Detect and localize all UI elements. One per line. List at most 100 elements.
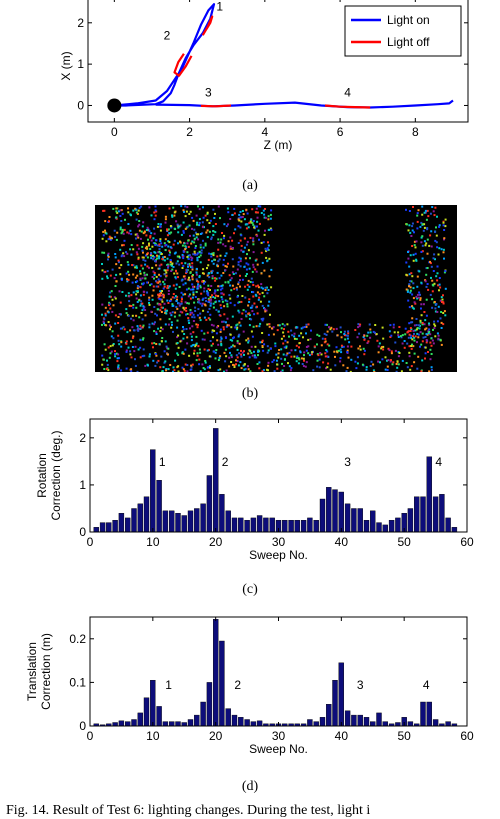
bar	[395, 517, 401, 533]
rotation-correction-chart: 0 10 20 30 40 50 60 0 1 2 Sweep No. Rotation Correct…	[35, 418, 474, 562]
y-tick-label: 2	[79, 431, 86, 445]
bar	[445, 517, 451, 533]
bar	[175, 512, 181, 533]
y-tick-label: 1	[79, 478, 86, 492]
bar	[181, 722, 187, 727]
x-tick-label: 20	[209, 729, 223, 743]
bar	[131, 719, 137, 727]
figure-caption: Fig. 14. Result of Test 6: lighting chan…	[6, 803, 371, 818]
bar	[307, 719, 313, 727]
bar	[118, 512, 125, 533]
bar	[244, 719, 250, 727]
y-tick-label: 2	[77, 16, 84, 30]
peak-annotation: 3	[357, 678, 364, 692]
bar	[250, 517, 257, 533]
bar	[426, 701, 432, 727]
bar	[124, 517, 131, 533]
x-tick-label: 30	[272, 535, 286, 549]
y-axis-label: Rotation	[35, 453, 49, 498]
bar	[219, 494, 225, 533]
bar	[194, 714, 200, 727]
bar	[93, 527, 100, 533]
peak-annotation: 4	[423, 678, 430, 692]
panel-label-b: (b)	[241, 386, 259, 401]
bar	[156, 479, 162, 533]
y-tick-label: 0.1	[69, 675, 86, 689]
panel-label-d: (d)	[241, 779, 259, 794]
bar	[332, 489, 338, 533]
bar	[124, 721, 131, 727]
bar	[194, 508, 200, 533]
bar	[162, 721, 169, 727]
x-tick-label: 4	[261, 125, 268, 139]
bar	[137, 712, 144, 727]
segment-annotation: 2	[164, 28, 171, 42]
peak-annotation: 1	[165, 678, 172, 692]
light-off-segment	[324, 104, 371, 109]
y-tick-label: 1	[77, 57, 84, 71]
bar	[300, 519, 307, 533]
peak-annotation: 1	[159, 455, 166, 469]
rotation-figure: 0 10 20 30 40 50 60 0 1 2 Sweep No. Rotation Correct…	[0, 415, 500, 575]
x-tick-label: 50	[397, 729, 411, 743]
bar	[351, 508, 357, 533]
bar	[200, 701, 206, 727]
x-tick-label: 50	[397, 535, 411, 549]
peak-annotation: 3	[344, 455, 351, 469]
bar	[376, 522, 382, 533]
bar	[288, 519, 294, 533]
point-cloud-render	[101, 205, 447, 372]
bar	[231, 714, 238, 727]
bar	[162, 510, 169, 533]
bar	[313, 519, 319, 533]
light-off-segment	[173, 53, 193, 77]
bar	[263, 517, 269, 533]
bar	[256, 515, 263, 533]
bar	[363, 519, 370, 533]
x-axis-label: Sweep No.	[249, 548, 308, 562]
bar	[187, 510, 194, 533]
bar	[432, 496, 439, 533]
bar	[99, 522, 106, 533]
bar	[332, 679, 338, 727]
bar	[143, 496, 150, 533]
bar	[150, 679, 156, 727]
bar	[206, 475, 213, 533]
point-cloud-image	[95, 205, 457, 372]
bar	[112, 722, 118, 727]
bar	[225, 510, 231, 533]
bar	[219, 640, 225, 727]
bar	[357, 714, 363, 727]
bar	[357, 508, 363, 533]
bar	[426, 456, 432, 533]
bar	[168, 510, 175, 533]
bar	[319, 717, 326, 727]
bar	[137, 503, 144, 533]
x-tick-label: 10	[146, 535, 160, 549]
bar	[420, 701, 426, 727]
bar	[118, 720, 125, 727]
y-tick-label: 0	[79, 719, 86, 733]
y-axis-label: Correction (m)	[39, 633, 53, 710]
bar	[420, 496, 426, 533]
bar	[370, 510, 376, 533]
bar	[414, 496, 420, 533]
bar	[351, 714, 357, 727]
legend-box	[344, 5, 462, 57]
bar	[326, 487, 332, 533]
bar	[338, 491, 344, 533]
bar	[395, 722, 401, 727]
bar	[388, 519, 395, 533]
trajectory-figure: 0 2 4 6 8 0 1 2 Z (m) X (m) 1 2 3 4 Light on Light off	[0, 0, 500, 170]
bar	[131, 508, 137, 533]
y-axis-label: X (m)	[59, 51, 73, 80]
legend-label: Light off	[387, 35, 430, 49]
bar	[212, 428, 219, 533]
peak-annotation: 2	[222, 455, 229, 469]
bar	[451, 527, 458, 533]
translation-correction-chart: 0 10 20 30 40 50 60 0 0.1 0.2 Sweep No. Translation…	[25, 616, 474, 756]
bar	[269, 517, 275, 533]
legend-label: Light on	[387, 13, 430, 27]
bar	[238, 717, 244, 727]
x-tick-label: 6	[337, 125, 344, 139]
